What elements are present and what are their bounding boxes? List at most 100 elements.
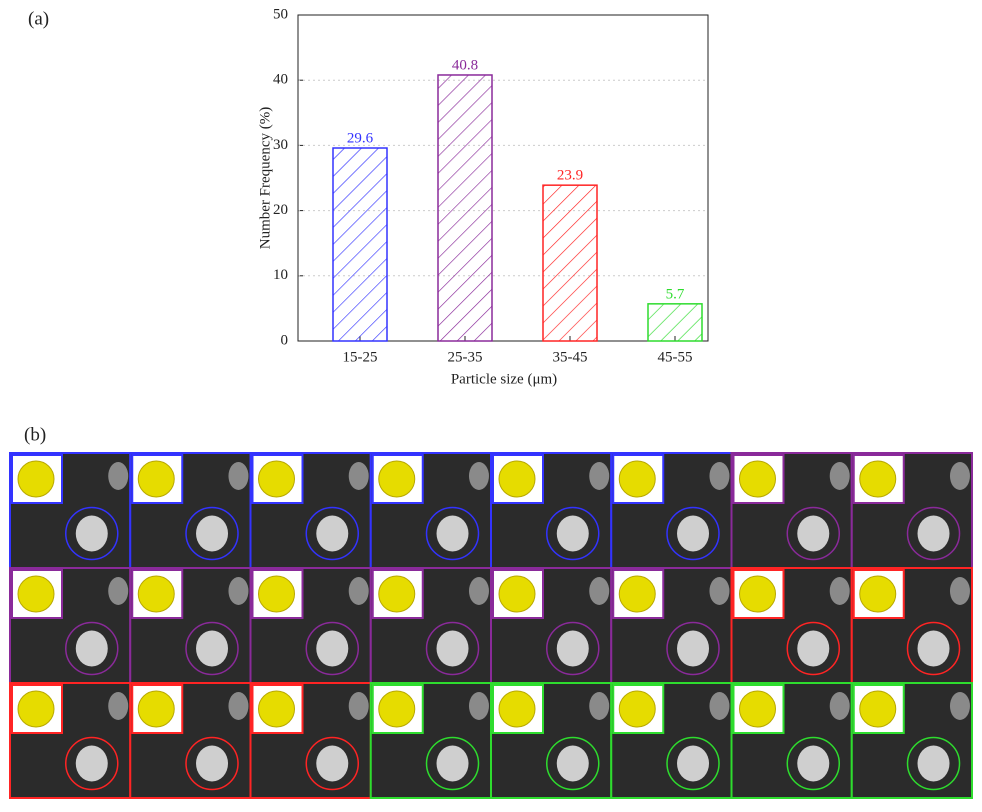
particle [829,462,850,490]
particle [468,577,489,605]
particle [436,630,469,667]
y-tick-label: 10 [273,267,288,283]
model-sphere [258,460,295,498]
particle-ring [546,736,600,791]
particle [316,630,349,667]
particle [108,462,129,490]
y-tick-label: 40 [273,72,288,88]
model-sphere [859,575,897,613]
bar [542,184,598,342]
model-sphere [859,690,897,728]
model-sphere [17,575,55,613]
model-sphere [137,460,175,498]
particle [949,692,970,720]
particle [829,692,850,720]
particle [348,692,369,720]
model-sphere [137,690,175,728]
particle-ring [546,506,600,561]
particle [75,515,108,552]
particle [709,577,730,605]
particle-ring [65,736,119,791]
model-sphere [859,460,897,498]
particle-ring [65,506,119,561]
bar [647,303,703,342]
panel-label: (b) [24,424,46,445]
model-sphere [258,690,295,728]
particle [556,515,589,552]
particle-ring [425,621,480,676]
particle-ring [666,621,720,676]
particle-ring [305,621,360,676]
particle [108,577,129,605]
particle [316,745,349,782]
particle [348,462,369,490]
model-sphere [498,460,536,498]
model-sphere [618,690,656,728]
particle [228,692,249,720]
model-sphere [739,460,776,498]
particle [468,692,489,720]
model-sphere [618,460,656,498]
particle [196,630,229,667]
particle [917,515,950,552]
model-sphere [17,690,55,728]
y-tick-label: 0 [281,332,289,348]
particle [677,630,710,667]
particle [829,577,850,605]
model-sphere [498,690,536,728]
particle-ring [425,736,480,791]
particle [589,462,610,490]
particle [677,745,710,782]
particle-ring [786,506,841,561]
particle [797,515,830,552]
particle-ring [185,736,239,791]
particle-ring [906,621,961,676]
value-label: 5.7 [666,286,685,302]
particle [797,630,830,667]
particle [949,462,970,490]
particle [228,577,249,605]
model-sphere [378,690,416,728]
model-sphere [378,575,416,613]
model-sphere [17,460,55,498]
model-sphere [137,575,175,613]
particle [436,515,469,552]
particle [75,745,108,782]
y-tick-label: 30 [273,137,288,153]
particle-ring [546,621,600,676]
particle-ring [786,736,841,791]
model-sphere [618,575,656,613]
particle-ring [906,736,961,791]
particle [589,577,610,605]
particle [556,745,589,782]
plot-frame [297,14,709,342]
x-tick-label: 15-25 [343,349,378,365]
particle-ring [425,506,480,561]
particle [468,462,489,490]
particle [797,745,830,782]
model-sphere [739,575,776,613]
particle [556,630,589,667]
particle-grid [9,452,973,799]
particle [196,515,229,552]
bar [437,74,493,342]
particle [709,692,730,720]
bar [332,147,388,342]
particle [436,745,469,782]
particle [348,577,369,605]
particle-ring [305,506,360,561]
model-sphere [739,690,776,728]
panel-label: (a) [28,8,49,29]
x-tick-label: 25-35 [448,349,483,365]
particle [316,515,349,552]
y-axis-title: Number Frequency (%) [257,107,273,249]
particle [917,630,950,667]
particle [709,462,730,490]
model-sphere [258,575,295,613]
particle-ring [65,621,119,676]
particle [75,630,108,667]
particle-ring [666,506,720,561]
particle-ring [786,621,841,676]
particle [589,692,610,720]
